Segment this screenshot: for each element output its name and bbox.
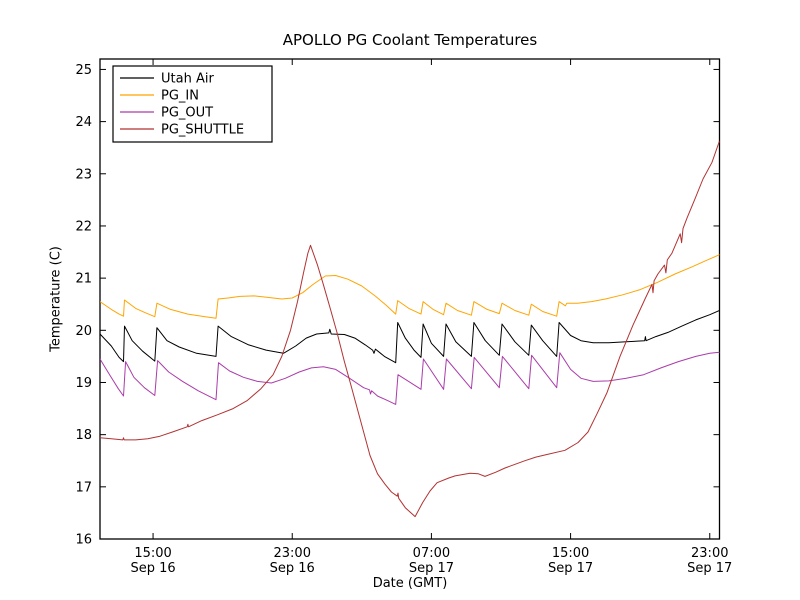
x-tick-date-label: Sep 16	[270, 561, 315, 576]
x-tick-time-label: 23:00	[274, 546, 311, 561]
x-tick-date-label: Sep 17	[687, 561, 732, 576]
legend-label: PG_SHUTTLE	[161, 123, 244, 138]
x-tick-time-label: 07:00	[413, 546, 450, 561]
y-tick-label: 16	[75, 533, 92, 548]
series-line-utah-air	[100, 310, 720, 364]
plot-frame	[99, 58, 721, 540]
x-axis-label: Date (GMT)	[372, 576, 448, 591]
y-tick-label: 22	[75, 219, 92, 234]
y-tick-label: 24	[75, 115, 92, 130]
y-tick-label: 18	[75, 428, 92, 443]
y-tick-label: 19	[75, 376, 92, 391]
chart-title: APOLLO PG Coolant Temperatures	[282, 31, 538, 49]
x-tick-time-label: 15:00	[134, 546, 171, 561]
x-tick-date-label: Sep 17	[409, 561, 454, 576]
series-line-pg-shuttle	[100, 140, 720, 518]
legend-label: PG_OUT	[161, 106, 213, 121]
y-tick-label: 20	[75, 324, 92, 339]
x-tick-date-label: Sep 17	[548, 561, 593, 576]
y-tick-label: 23	[75, 167, 92, 182]
y-tick-label: 21	[75, 272, 92, 287]
x-tick-time-label: 23:00	[691, 546, 728, 561]
legend-label: Utah Air	[161, 72, 214, 87]
x-tick-date-label: Sep 16	[130, 561, 175, 576]
legend-label: PG_IN	[161, 89, 199, 104]
series-line-pg-in	[100, 254, 720, 319]
x-tick-time-label: 15:00	[552, 546, 589, 561]
y-axis-label: Temperature (C)	[48, 246, 64, 352]
series-group	[100, 140, 720, 518]
series-line-pg-out	[100, 351, 720, 405]
y-tick-label: 17	[75, 480, 92, 495]
y-tick-label: 25	[75, 63, 92, 78]
